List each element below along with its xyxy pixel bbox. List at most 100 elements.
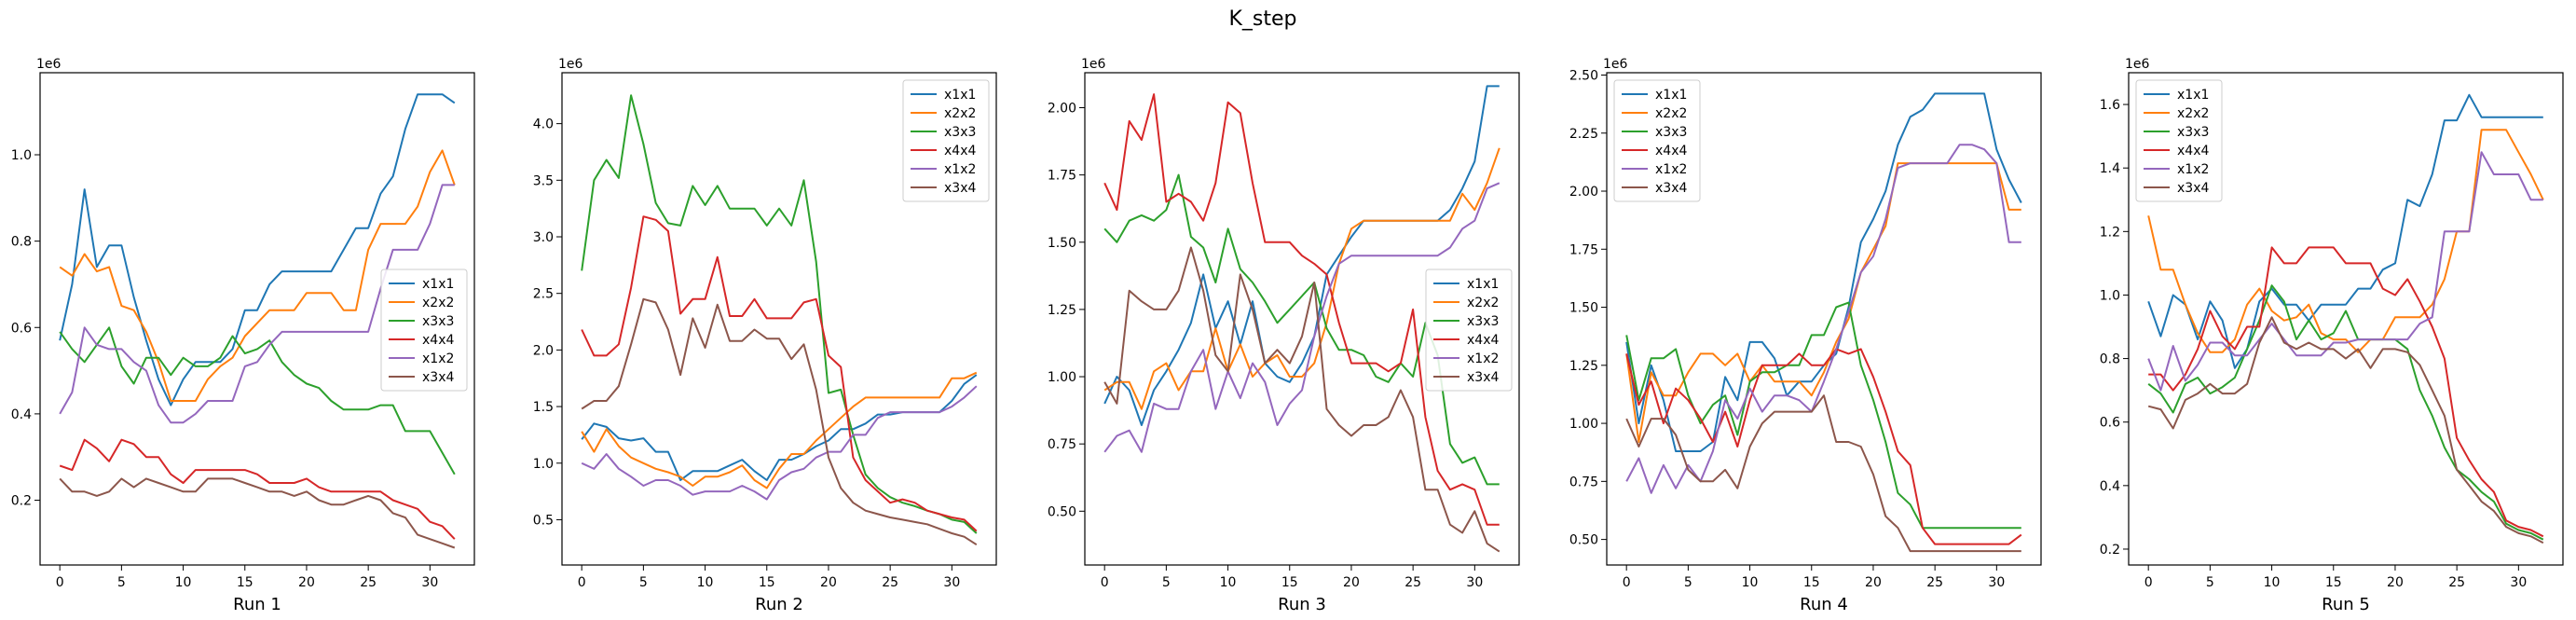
y-tick-label: 1.6 (2100, 98, 2120, 113)
y-tick-label: 1.0 (2100, 288, 2120, 303)
legend-label-x3x3: x3x3 (1655, 125, 1687, 140)
legend-label-x4x4: x4x4 (1467, 333, 1499, 348)
subplot-4: 0 5 10 15 20 25 30 0.50 0.75 1.00 1.25 1.50 1.75 2.00… (1569, 57, 2042, 614)
x-tick-label: 30 (1466, 575, 1483, 590)
x-tick-label: 25 (882, 575, 898, 590)
series-line-x1x1 (59, 93, 456, 406)
series-line-x3x3 (2147, 284, 2544, 541)
y-tick-label: 1.0 (11, 148, 32, 163)
x-tick-label: 20 (1865, 575, 1882, 590)
legend-label-x3x3: x3x3 (422, 314, 454, 329)
y-tick-label: 1.00 (1569, 417, 1598, 432)
series-line-x4x4 (1625, 348, 2022, 545)
x-tick-label: 20 (298, 575, 315, 590)
figure-title: K_step (1228, 7, 1296, 31)
y-tick-label: 1.5 (533, 400, 554, 415)
x-axis-label: Run 3 (1278, 595, 1326, 614)
series-line-x1x2 (59, 184, 455, 424)
y-tick-label: 0.50 (1569, 533, 1598, 548)
x-tick-label: 15 (1803, 575, 1820, 590)
series-line-x3x3 (59, 326, 456, 475)
x-tick-label: 5 (2206, 575, 2214, 590)
y-tick-label: 1.2 (2100, 225, 2120, 240)
series-line-x1x2 (2147, 151, 2543, 392)
legend-label-x1x1: x1x1 (1655, 88, 1687, 103)
series-line-x4x4 (2148, 246, 2544, 538)
series-line-x1x2 (1625, 144, 2021, 494)
x-axis-label: Run 5 (2322, 595, 2370, 614)
y-tick-label: 4.0 (533, 117, 554, 132)
legend-label-x1x1: x1x1 (2177, 88, 2209, 103)
y-tick-label: 1.50 (1569, 301, 1598, 316)
y-tick-label: 1.75 (1569, 242, 1598, 257)
legend-box (380, 269, 468, 392)
axes-frame (1084, 72, 1520, 566)
series-line-x1x2 (581, 385, 978, 501)
x-tick-label: 20 (2387, 575, 2404, 590)
series-line-x3x3 (1625, 301, 2021, 530)
subplot-3: 0 5 10 15 20 25 30 0.50 0.75 1.00 1.25 1.50 1.75 2.00… (1048, 57, 1520, 614)
legend-box (1613, 79, 1701, 202)
legend-label-x1x1: x1x1 (944, 88, 976, 103)
y-tick-label: 0.50 (1048, 504, 1076, 519)
y-tick-label: 0.75 (1048, 437, 1076, 452)
y-tick-label: 1.50 (1048, 236, 1076, 251)
series-line-x4x4 (59, 438, 456, 540)
x-tick-label: 0 (56, 575, 64, 590)
y-tick-label: 2.00 (1048, 102, 1076, 117)
y-tick-label: 0.75 (1569, 475, 1598, 489)
legend-label-x4x4: x4x4 (2177, 144, 2209, 158)
legend-label-x3x4: x3x4 (2177, 181, 2209, 196)
x-tick-label: 20 (820, 575, 837, 590)
y-tick-label: 1.4 (2100, 161, 2120, 176)
y-tick-label: 1.0 (533, 457, 554, 472)
legend: x1x1 x2x2 x3x3 x4x4 x1x2 x3x4 (1613, 79, 1701, 202)
series-line-x4x4 (581, 215, 978, 532)
x-tick-label: 15 (1281, 575, 1298, 590)
series-line-x3x4 (59, 477, 456, 549)
axes-frame (561, 72, 997, 566)
series-line-x3x3 (581, 94, 978, 534)
x-tick-label: 15 (2325, 575, 2342, 590)
legend: x1x1 x2x2 x3x3 x4x4 x1x2 x3x4 (1425, 269, 1513, 392)
y-tick-label: 2.0 (533, 343, 554, 358)
x-tick-label: 15 (759, 575, 775, 590)
y-tick-label: 1.75 (1048, 169, 1076, 184)
series-line-x2x2 (1625, 162, 2021, 443)
series-line-x3x4 (2147, 316, 2544, 544)
legend-label-x4x4: x4x4 (1655, 144, 1687, 158)
x-tick-label: 30 (2510, 575, 2527, 590)
legend-label-x4x4: x4x4 (944, 144, 976, 158)
series-line-x4x4 (1103, 93, 1500, 526)
x-axis-label: Run 1 (233, 595, 281, 614)
y-axis-multiplier: 1e6 (1081, 57, 1106, 72)
legend-label-x1x2: x1x2 (2177, 162, 2209, 177)
series-line-x3x4 (1103, 246, 1500, 553)
y-tick-label: 3.5 (533, 173, 554, 188)
y-tick-label: 1.25 (1048, 303, 1076, 318)
y-tick-label: 1.00 (1048, 370, 1076, 385)
x-tick-label: 20 (1343, 575, 1360, 590)
x-tick-label: 30 (1988, 575, 2005, 590)
legend-label-x3x4: x3x4 (422, 370, 454, 385)
y-tick-label: 0.5 (533, 513, 554, 528)
x-tick-label: 10 (2264, 575, 2281, 590)
x-tick-label: 15 (237, 575, 253, 590)
x-axis-label: Run 2 (755, 595, 803, 614)
y-tick-label: 2.25 (1569, 127, 1598, 142)
x-tick-label: 10 (1220, 575, 1237, 590)
x-tick-label: 30 (943, 575, 960, 590)
subplot-5: 0 5 10 15 20 25 30 0.2 0.4 0.6 0.8 1.0 1.2 1.4 1.6 1e6 R… (2100, 57, 2564, 614)
series-line-x2x2 (59, 149, 456, 402)
x-tick-label: 25 (1926, 575, 1943, 590)
y-axis-multiplier: 1e6 (2125, 57, 2150, 72)
series-line-x2x2 (1103, 147, 1500, 410)
x-tick-label: 10 (1742, 575, 1759, 590)
x-tick-label: 0 (1101, 575, 1109, 590)
legend-box (1425, 269, 1513, 392)
axes-frame (1606, 72, 2042, 566)
legend-label-x4x4: x4x4 (422, 333, 454, 348)
y-tick-label: 0.6 (2100, 416, 2120, 431)
legend-box (2135, 79, 2223, 202)
legend-label-x2x2: x2x2 (2177, 106, 2209, 121)
